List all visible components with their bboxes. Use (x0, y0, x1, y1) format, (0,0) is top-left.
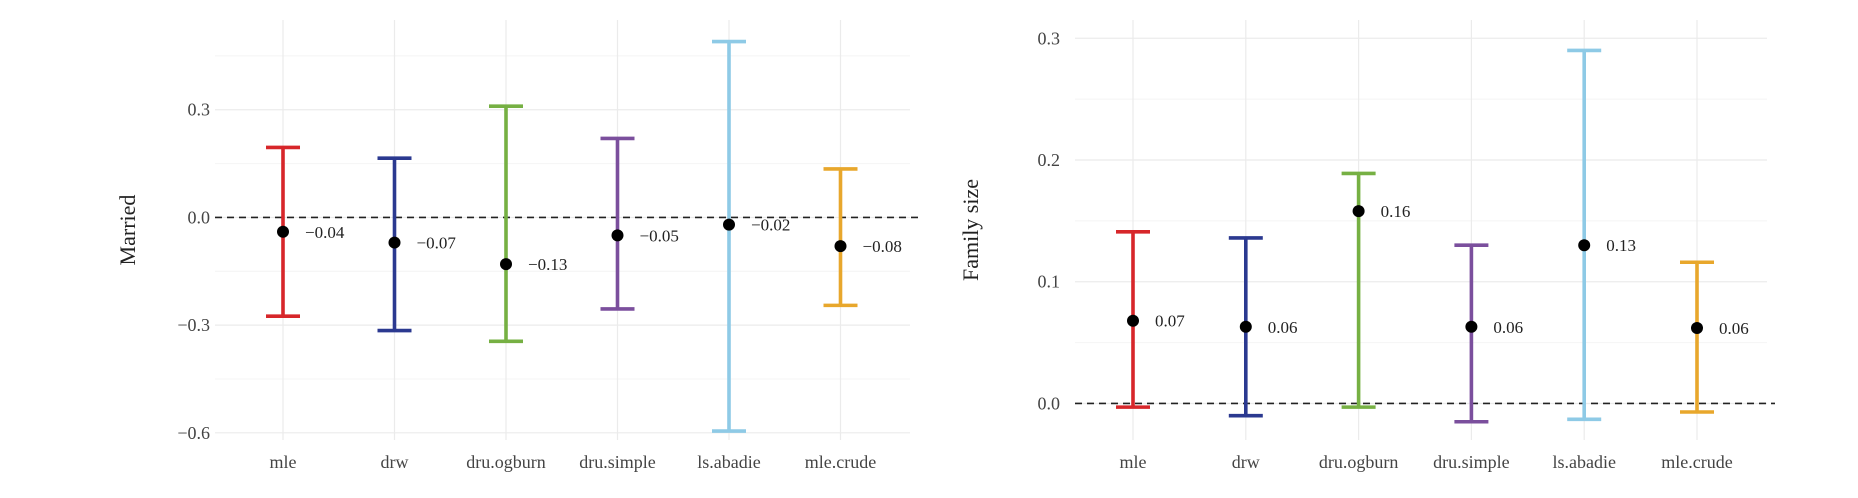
y-tick-label: −0.6 (177, 423, 210, 443)
errorbar-ls.abadie (712, 39, 746, 433)
errorbar-dru.simple (1454, 243, 1489, 424)
x-tick-label: dru.simple (579, 452, 656, 472)
y-tick-label: 0.0 (1038, 393, 1061, 413)
point-estimate-dru.simple (611, 229, 624, 242)
estimate-label: 0.16 (1381, 202, 1411, 221)
x-tick-label: mle (270, 452, 297, 472)
point-estimate-mle (277, 225, 289, 238)
point-estimate-drw (1239, 320, 1252, 333)
y-tick-label: 0.2 (1038, 150, 1061, 170)
estimate-label: 0.06 (1268, 318, 1298, 337)
x-tick-label: ls.abadie (1552, 452, 1615, 472)
y-axis-title: Married (115, 195, 140, 266)
estimate-label: −0.05 (640, 226, 679, 245)
estimate-label: 0.07 (1155, 312, 1185, 331)
point-estimate-dru.ogburn (500, 258, 512, 271)
x-tick-label: mle.crude (805, 452, 876, 472)
point-estimate-mle (1127, 314, 1139, 327)
estimate-label: −0.08 (863, 237, 902, 256)
estimate-label: 0.06 (1719, 319, 1749, 338)
estimate-label: −0.13 (528, 255, 567, 274)
errorbar-dru.ogburn (489, 104, 523, 344)
x-tick-label: drw (1232, 452, 1260, 472)
estimate-label: 0.06 (1493, 318, 1523, 337)
y-tick-label: 0.0 (188, 207, 211, 227)
point-estimate-dru.ogburn (1352, 205, 1365, 218)
x-tick-label: mle.crude (1661, 452, 1732, 472)
point-estimate-mle.crude (1691, 322, 1703, 334)
point-estimate-drw (388, 236, 401, 249)
family-size-panel: 0.0 0.1 0.2 0.3 Family size mle drw dru.ogburn d… (958, 20, 1775, 472)
x-tick-label: dru.ogburn (466, 452, 546, 472)
estimate-label: −0.04 (305, 223, 345, 242)
married-panel: −0.6 −0.3 0.0 0.3 Married mle drw dru.ogburn dru… (115, 20, 918, 472)
point-estimate-dru.simple (1465, 320, 1478, 333)
errorbar-ls.abadie (1567, 48, 1602, 422)
x-tick-label: dru.ogburn (1319, 452, 1399, 472)
estimate-label: 0.13 (1606, 236, 1636, 255)
errorbar-mle.crude (823, 167, 858, 308)
y-tick-label: 0.3 (1038, 28, 1061, 48)
errorbar-dru.simple (600, 136, 635, 311)
point-estimate-ls.abadie (723, 218, 735, 231)
x-tick-label: drw (381, 452, 409, 472)
x-tick-label: dru.simple (1433, 452, 1510, 472)
point-estimate-mle.crude (834, 240, 847, 253)
x-tick-label: mle (1120, 452, 1147, 472)
x-tick-label: ls.abadie (697, 452, 760, 472)
estimate-label: −0.02 (751, 216, 790, 235)
estimate-label: −0.07 (417, 234, 457, 253)
y-tick-label: −0.3 (177, 315, 210, 335)
y-axis-title: Family size (958, 179, 983, 281)
errorbar-mle.crude (1680, 260, 1714, 414)
point-estimate-ls.abadie (1578, 239, 1591, 252)
y-tick-label: 0.1 (1038, 272, 1061, 292)
y-tick-label: 0.3 (188, 100, 211, 120)
